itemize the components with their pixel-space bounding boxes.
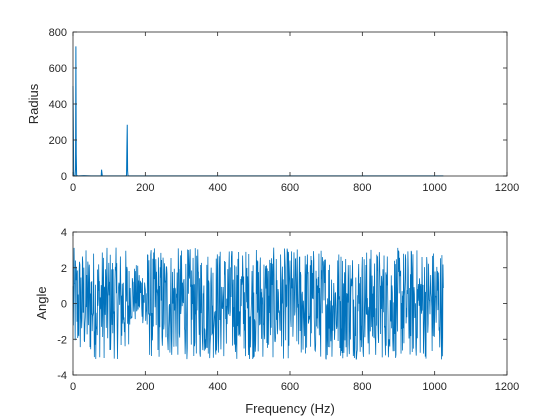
x-tick-label: 0 bbox=[70, 182, 76, 194]
y-tick-label: 600 bbox=[49, 63, 67, 75]
x-tick-label: 800 bbox=[353, 381, 371, 393]
x-tick-label: 1000 bbox=[422, 182, 446, 194]
x-tick-label: 0 bbox=[70, 381, 76, 393]
x-tick-label: 400 bbox=[208, 381, 226, 393]
y-tick-label: -2 bbox=[57, 334, 67, 346]
y-tick-label: 800 bbox=[49, 27, 67, 39]
frequency-xlabel: Frequency (Hz) bbox=[245, 401, 335, 416]
x-tick-label: 600 bbox=[281, 182, 299, 194]
x-tick-label: 200 bbox=[136, 381, 154, 393]
angle-axes: 0 200 400 600 800 1000 1200 -4 -2 0 2 4 Angle Freq… bbox=[34, 227, 519, 416]
radius-ylabel: Radius bbox=[26, 83, 41, 124]
y-tick-label: 200 bbox=[49, 135, 67, 147]
angle-x-ticks: 0 200 400 600 800 1000 1200 bbox=[70, 232, 519, 393]
radius-axes: 0 200 400 600 800 1000 1200 0 200 400 600 800 Radi… bbox=[26, 27, 519, 194]
radius-y-ticks: 0 200 400 600 800 bbox=[49, 27, 507, 183]
y-tick-label: 0 bbox=[61, 171, 67, 183]
radius-x-ticks: 0 200 400 600 800 1000 1200 bbox=[70, 32, 519, 194]
x-tick-label: 1000 bbox=[422, 381, 446, 393]
angle-y-ticks: -4 -2 0 2 4 bbox=[57, 227, 507, 382]
y-tick-label: 2 bbox=[61, 263, 67, 275]
x-tick-label: 1200 bbox=[495, 182, 519, 194]
y-tick-label: -4 bbox=[57, 370, 67, 382]
x-tick-label: 400 bbox=[208, 182, 226, 194]
x-tick-label: 200 bbox=[136, 182, 154, 194]
y-tick-label: 400 bbox=[49, 99, 67, 111]
angle-series-line bbox=[72, 247, 444, 360]
x-tick-label: 800 bbox=[353, 182, 371, 194]
angle-ylabel: Angle bbox=[34, 286, 49, 319]
x-tick-label: 1200 bbox=[495, 381, 519, 393]
x-tick-label: 600 bbox=[281, 381, 299, 393]
y-tick-label: 4 bbox=[61, 227, 67, 239]
y-tick-label: 0 bbox=[61, 299, 67, 311]
